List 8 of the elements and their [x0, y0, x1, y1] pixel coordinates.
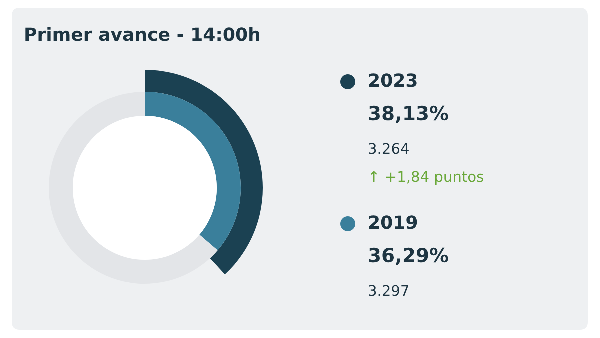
text: 36,29%	[369, 248, 448, 266]
legend-label: 2019	[369, 216, 418, 230]
legend-label: 2023	[369, 74, 417, 88]
text: 3.264	[369, 143, 409, 154]
text: 3.297	[369, 285, 409, 296]
text: ↑ +1,84 puntos	[370, 171, 484, 186]
text: 38,13%	[369, 106, 448, 124]
chart-title: Primer avance - 14:00h	[26, 27, 260, 42]
